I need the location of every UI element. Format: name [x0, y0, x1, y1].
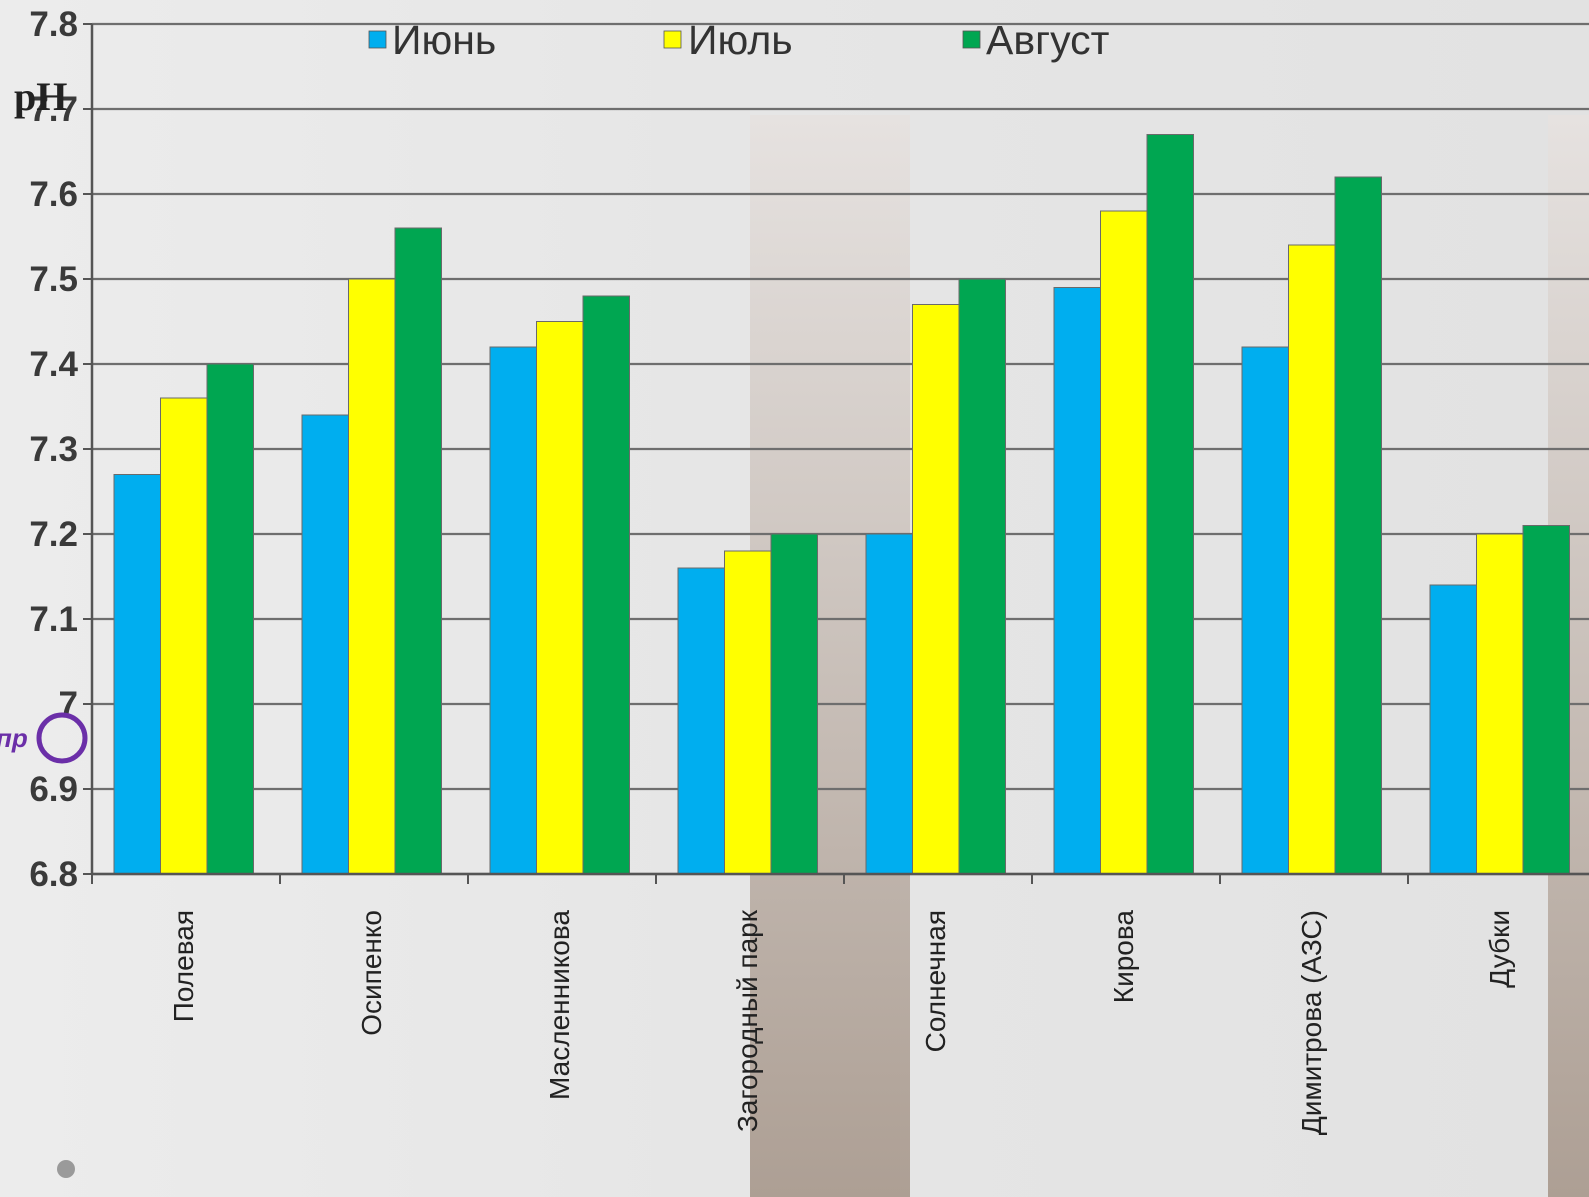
bar [1288, 244, 1336, 875]
y-tick-label: 6.8 [29, 855, 78, 894]
y-tick-label: 7.7 [29, 90, 78, 129]
legend-swatch-august [962, 30, 981, 49]
bar [677, 567, 725, 875]
bar [1100, 210, 1148, 875]
bar [348, 278, 396, 875]
bullet-dot-icon [57, 1160, 75, 1178]
y-axis-label: pH [14, 74, 67, 119]
circle-marker-icon [36, 712, 88, 764]
legend-label-july: Июль [688, 17, 793, 63]
bar [1522, 525, 1570, 875]
y-tick-label: 7.2 [29, 515, 78, 554]
x-category-label: Солнечная [920, 910, 951, 1052]
y-tick-label: 7.3 [29, 430, 78, 469]
y-tick-label: 7.6 [29, 175, 78, 214]
bar [394, 227, 442, 875]
bar [582, 295, 630, 875]
bar [1429, 584, 1477, 875]
bar [113, 474, 161, 875]
y-tick-label: 7.1 [29, 600, 78, 639]
x-category-label: Димитрова (АЗС) [1296, 910, 1327, 1135]
bar [958, 278, 1006, 875]
x-category-label: Полевая [168, 910, 199, 1022]
legend: Июнь Июль Август [368, 17, 1110, 63]
legend-label-august: Август [986, 17, 1110, 63]
bar [1476, 533, 1524, 875]
bar [1334, 176, 1382, 875]
x-category-label: Загородный парк [732, 909, 763, 1132]
bar [1146, 134, 1194, 875]
y-tick-label: 7.4 [29, 345, 78, 384]
x-category-label: Осипенко [356, 910, 387, 1036]
x-category-label: Кирова [1108, 910, 1139, 1004]
bars [113, 134, 1570, 875]
bar [770, 533, 818, 875]
bar [1241, 346, 1289, 875]
bar [489, 346, 537, 875]
bar [206, 363, 254, 875]
bar [160, 397, 208, 875]
bar [1053, 287, 1101, 875]
legend-swatch-june [368, 30, 387, 49]
x-category-label: Дубки [1484, 910, 1515, 988]
bar [724, 550, 772, 875]
legend-label-june: Июнь [392, 17, 496, 63]
legend-swatch-july [663, 30, 682, 49]
corner-note: пр [0, 723, 28, 753]
y-tick-label: 7.8 [29, 5, 78, 44]
bar [912, 304, 960, 875]
y-tick-label: 7.5 [29, 260, 78, 299]
bar [536, 321, 584, 875]
bar [865, 533, 913, 875]
x-category-label: Масленникова [544, 910, 575, 1100]
bar [301, 414, 349, 875]
y-tick-label: 6.9 [29, 770, 78, 809]
